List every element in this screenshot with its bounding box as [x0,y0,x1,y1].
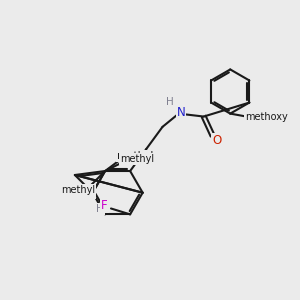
Text: F: F [101,199,108,212]
Text: H: H [166,98,174,107]
Text: H: H [96,204,104,214]
Text: methoxy: methoxy [245,112,288,122]
Text: O: O [252,110,261,123]
Text: methyl: methyl [117,151,153,161]
Text: O: O [212,134,222,147]
Text: N: N [87,185,95,198]
Text: methyl: methyl [61,185,95,195]
Text: methyl: methyl [120,154,154,164]
Text: N: N [177,106,185,118]
